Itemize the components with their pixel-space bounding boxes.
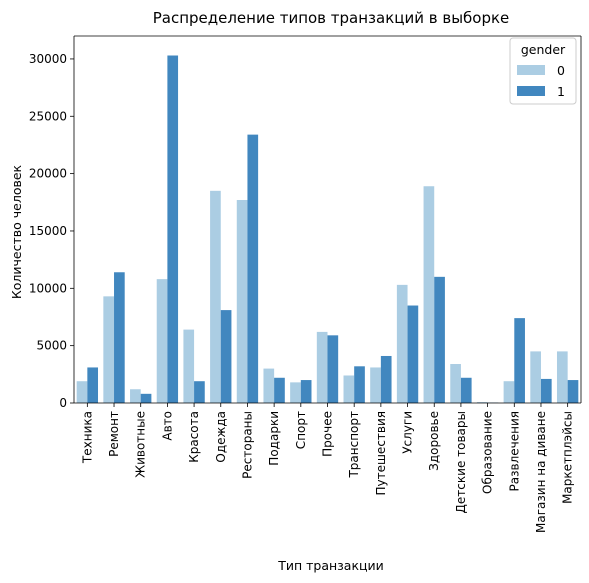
bar-Образование-gender-0 xyxy=(476,402,488,403)
legend-swatch-0 xyxy=(517,65,545,75)
plot-area: 0 5000 10000 15000 20000 25000 30000 Техника Рем… xyxy=(29,35,582,533)
x-tick-label: Развлечения xyxy=(507,411,521,491)
legend-label-1: 1 xyxy=(557,84,565,99)
x-tick-label: Услуги xyxy=(401,411,415,454)
bar-Транспорт-gender-1 xyxy=(354,366,365,403)
bar-Одежда-gender-0 xyxy=(210,190,221,403)
bar-Авто-gender-0 xyxy=(156,279,168,403)
x-tick-label: Техника xyxy=(80,411,94,464)
bar-Магазин на диване-gender-0 xyxy=(530,351,541,403)
bar-Авто-gender-1 xyxy=(167,55,179,403)
x-tick-label: Подарки xyxy=(267,411,281,466)
bar-Услуги-gender-0 xyxy=(396,284,408,403)
bar-Спорт-gender-0 xyxy=(290,382,301,403)
bar-Рестораны-gender-0 xyxy=(236,200,248,403)
x-tick-label: Прочее xyxy=(321,411,335,457)
y-tick-label: 15000 xyxy=(29,224,67,238)
x-tick-label: Путешествия xyxy=(374,411,388,496)
bar-Прочее-gender-0 xyxy=(316,331,328,403)
bar-Рестораны-gender-1 xyxy=(247,134,259,403)
x-tick-label: Маркетплэйсы xyxy=(561,411,575,504)
y-tick-label: 25000 xyxy=(29,109,67,123)
y-tick-label: 0 xyxy=(59,396,67,410)
x-tick-label: Здоровье xyxy=(427,411,441,471)
x-tick-label: Ремонт xyxy=(107,411,121,457)
bar-Развлечения-gender-1 xyxy=(514,318,525,403)
bar-Путешествия-gender-0 xyxy=(370,367,381,403)
bar-Развлечения-gender-0 xyxy=(503,381,515,403)
x-tick-label: Одежда xyxy=(214,411,228,463)
chart-title: Распределение типов транзакций в выборке xyxy=(153,9,510,27)
legend-title: gender xyxy=(521,42,566,57)
bar-Детские товары-gender-1 xyxy=(460,377,472,403)
x-tick-label: Рестораны xyxy=(240,411,254,479)
bar-Подарки-gender-0 xyxy=(263,368,275,403)
bar-Здоровье-gender-0 xyxy=(423,186,435,403)
x-axis-label: Тип транзакции xyxy=(277,558,384,573)
legend-swatch-1 xyxy=(517,86,545,96)
legend-label-0: 0 xyxy=(557,63,565,78)
bar-Красота-gender-0 xyxy=(183,329,195,403)
bar-Техника-gender-1 xyxy=(87,367,99,403)
bar-Ремонт-gender-0 xyxy=(103,296,115,403)
bar-Спорт-gender-1 xyxy=(300,380,312,403)
y-tick-label: 30000 xyxy=(29,52,67,66)
y-tick-label: 10000 xyxy=(29,281,67,295)
bar-Техника-gender-0 xyxy=(76,381,88,403)
bar-Красота-gender-1 xyxy=(194,381,205,403)
bar-Услуги-gender-1 xyxy=(407,305,419,403)
y-tick-label: 20000 xyxy=(29,167,67,181)
x-tick-label: Красота xyxy=(187,411,201,463)
bar-Маркетплэйсы-gender-0 xyxy=(556,351,568,403)
bar-Подарки-gender-1 xyxy=(274,377,285,403)
bar-Одежда-gender-1 xyxy=(220,310,232,403)
x-tick-label: Животные xyxy=(134,411,148,478)
bar-Прочее-gender-1 xyxy=(327,335,339,403)
x-tick-label: Транспорт xyxy=(347,411,361,479)
bar-Транспорт-gender-0 xyxy=(343,375,355,403)
legend: gender 0 1 xyxy=(509,37,577,105)
y-tick-label: 5000 xyxy=(36,339,67,353)
bar-Ремонт-gender-1 xyxy=(114,272,125,403)
x-tick-label: Детские товары xyxy=(454,411,468,513)
x-tick-label: Спорт xyxy=(294,411,308,449)
bar-Маркетплэйсы-gender-1 xyxy=(567,380,579,403)
bar-Путешествия-gender-1 xyxy=(380,355,392,403)
x-tick-label: Образование xyxy=(481,411,495,494)
x-tick-label: Авто xyxy=(160,411,174,441)
bar-Детские товары-gender-0 xyxy=(450,364,461,403)
bar-Животные-gender-1 xyxy=(140,393,152,403)
x-tick-label: Магазин на диване xyxy=(534,411,548,533)
bar-Здоровье-gender-1 xyxy=(434,276,445,403)
y-axis-label: Количество человек xyxy=(9,164,24,299)
bar-Магазин на диване-gender-1 xyxy=(540,378,552,403)
bar-Животные-gender-0 xyxy=(130,389,141,403)
